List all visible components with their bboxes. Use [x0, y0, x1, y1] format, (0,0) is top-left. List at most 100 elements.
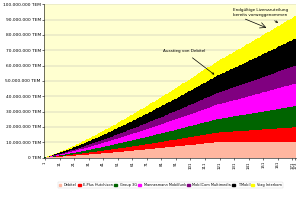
- Bar: [273, 110, 274, 129]
- Bar: [60, 154, 62, 155]
- Bar: [222, 142, 223, 158]
- Bar: [235, 100, 236, 116]
- Bar: [136, 112, 137, 119]
- Bar: [222, 91, 223, 103]
- Bar: [233, 132, 235, 142]
- Bar: [97, 137, 98, 142]
- Bar: [278, 26, 280, 47]
- Bar: [229, 132, 230, 142]
- Bar: [53, 156, 54, 157]
- Bar: [200, 85, 201, 100]
- Bar: [214, 142, 216, 158]
- Bar: [101, 147, 102, 151]
- Bar: [73, 156, 75, 158]
- Bar: [175, 146, 177, 158]
- Bar: [244, 115, 245, 131]
- Bar: [159, 98, 160, 107]
- Bar: [239, 65, 241, 85]
- Bar: [277, 129, 278, 142]
- Bar: [190, 145, 191, 158]
- Bar: [101, 132, 102, 136]
- Bar: [162, 142, 164, 148]
- Bar: [213, 78, 214, 95]
- Bar: [181, 117, 182, 128]
- Bar: [222, 73, 223, 91]
- Bar: [264, 129, 265, 142]
- Bar: [75, 151, 76, 153]
- Bar: [120, 127, 121, 133]
- Bar: [210, 65, 212, 79]
- Bar: [102, 135, 104, 140]
- Bar: [174, 112, 175, 120]
- Bar: [244, 63, 245, 84]
- Bar: [164, 123, 165, 133]
- Bar: [81, 149, 82, 151]
- Bar: [188, 115, 190, 126]
- Bar: [159, 142, 160, 148]
- Bar: [124, 136, 126, 142]
- Bar: [230, 117, 232, 132]
- Bar: [91, 154, 92, 158]
- Bar: [52, 156, 53, 157]
- Bar: [232, 101, 233, 117]
- Bar: [110, 132, 111, 137]
- Bar: [283, 142, 284, 158]
- Bar: [178, 110, 179, 118]
- Bar: [242, 98, 244, 115]
- Bar: [258, 130, 260, 142]
- Bar: [270, 31, 271, 51]
- Bar: [117, 123, 118, 128]
- Bar: [57, 155, 59, 156]
- Bar: [148, 113, 149, 122]
- Bar: [179, 96, 181, 109]
- Bar: [198, 124, 200, 136]
- Bar: [217, 104, 219, 119]
- Bar: [267, 111, 268, 129]
- Bar: [212, 95, 213, 106]
- Bar: [258, 112, 260, 130]
- Bar: [226, 132, 227, 142]
- Bar: [165, 132, 166, 141]
- Bar: [145, 114, 146, 124]
- Bar: [148, 149, 149, 158]
- Bar: [63, 154, 64, 155]
- Bar: [121, 143, 123, 148]
- Bar: [120, 133, 121, 138]
- Bar: [184, 128, 185, 138]
- Bar: [178, 139, 179, 146]
- Bar: [181, 146, 182, 158]
- Bar: [275, 142, 277, 158]
- Bar: [172, 100, 174, 112]
- Bar: [120, 152, 121, 158]
- Bar: [75, 156, 76, 158]
- Bar: [245, 62, 246, 83]
- Bar: [261, 55, 262, 78]
- Bar: [177, 87, 178, 98]
- Bar: [254, 142, 255, 158]
- Bar: [281, 128, 283, 142]
- Bar: [152, 127, 153, 135]
- Bar: [66, 155, 68, 156]
- Bar: [68, 154, 69, 155]
- Bar: [107, 133, 108, 138]
- Bar: [72, 150, 73, 151]
- Bar: [232, 53, 233, 69]
- Bar: [54, 154, 56, 155]
- Bar: [287, 86, 289, 108]
- Bar: [293, 66, 294, 84]
- Bar: [133, 133, 134, 140]
- Bar: [142, 109, 143, 116]
- Bar: [242, 64, 244, 84]
- Bar: [249, 142, 251, 158]
- Bar: [214, 133, 216, 142]
- Bar: [57, 154, 59, 155]
- Bar: [168, 132, 169, 141]
- Bar: [252, 59, 254, 81]
- Bar: [114, 144, 116, 149]
- Bar: [290, 67, 292, 85]
- Bar: [136, 127, 137, 133]
- Bar: [203, 135, 204, 144]
- Bar: [107, 138, 108, 142]
- Bar: [112, 130, 114, 136]
- Bar: [124, 125, 126, 132]
